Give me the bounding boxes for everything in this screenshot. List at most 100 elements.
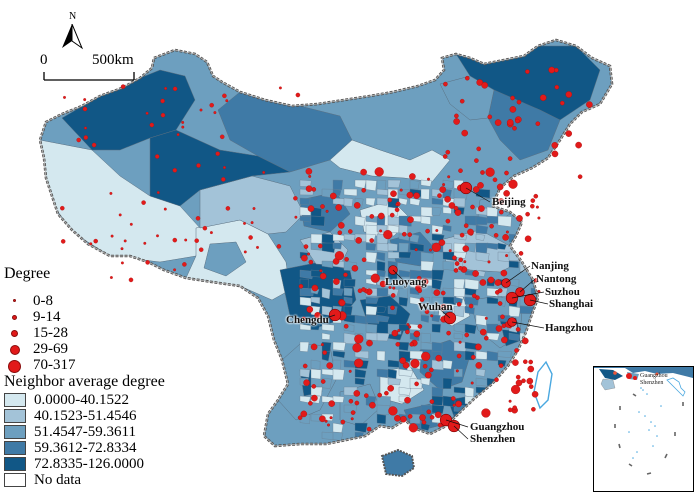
county-unit bbox=[409, 242, 425, 252]
county-unit bbox=[387, 377, 401, 386]
degree-node bbox=[366, 426, 372, 432]
county-unit bbox=[530, 323, 541, 333]
degree-node bbox=[483, 335, 489, 341]
degree-node bbox=[438, 239, 446, 246]
legend-degree-label-4: 70-317 bbox=[33, 357, 76, 373]
degree-node bbox=[487, 260, 491, 264]
legend-swatch-1 bbox=[4, 409, 26, 423]
degree-node bbox=[502, 234, 509, 241]
city-leader-line bbox=[529, 299, 549, 305]
degree-node bbox=[172, 168, 178, 173]
degree-node bbox=[248, 235, 253, 240]
degree-node bbox=[487, 276, 495, 284]
county-unit bbox=[332, 179, 343, 191]
county-unit bbox=[530, 314, 545, 326]
degree-node bbox=[156, 191, 160, 194]
degree-node bbox=[83, 98, 87, 102]
degree-node bbox=[560, 100, 565, 106]
degree-node bbox=[494, 377, 499, 383]
county-unit bbox=[420, 215, 431, 225]
degree-node bbox=[495, 325, 503, 332]
degree-node bbox=[89, 242, 93, 246]
degree-node bbox=[512, 359, 519, 366]
degree-node bbox=[335, 204, 343, 211]
degree-node bbox=[60, 205, 65, 211]
county-unit bbox=[453, 332, 464, 340]
county-unit bbox=[497, 215, 512, 227]
county-unit bbox=[475, 314, 487, 326]
city-label-chengdu: Chengdu bbox=[286, 314, 329, 326]
county-unit bbox=[409, 350, 424, 360]
degree-node bbox=[424, 371, 432, 379]
region-9 bbox=[487, 89, 561, 161]
degree-node bbox=[395, 341, 401, 347]
legend-degree-dot-4 bbox=[8, 360, 21, 373]
region-3 bbox=[203, 241, 247, 277]
legend-neighbor-label-0: 0.0000-40.1522 bbox=[34, 392, 129, 408]
legend-neighbor-label-2: 51.4547-59.3611 bbox=[34, 424, 136, 440]
county-unit bbox=[475, 350, 489, 360]
degree-node bbox=[391, 329, 399, 337]
county-unit bbox=[332, 359, 342, 371]
degree-node bbox=[481, 408, 491, 418]
degree-node bbox=[464, 332, 470, 338]
county-unit bbox=[442, 359, 453, 370]
degree-node bbox=[196, 163, 201, 168]
degree-node bbox=[319, 272, 327, 280]
degree-node bbox=[163, 207, 167, 211]
county-unit bbox=[519, 431, 531, 442]
county-unit bbox=[530, 233, 544, 243]
degree-node bbox=[303, 244, 309, 249]
degree-node bbox=[334, 251, 345, 261]
degree-node bbox=[417, 288, 423, 294]
city-label-shenzhen: Shenzhen bbox=[470, 433, 516, 445]
degree-node bbox=[500, 314, 505, 320]
degree-node bbox=[93, 238, 98, 244]
degree-node bbox=[442, 154, 448, 159]
degree-node bbox=[128, 277, 134, 283]
degree-node bbox=[370, 273, 380, 283]
county-unit bbox=[321, 323, 335, 332]
degree-node bbox=[477, 182, 484, 189]
degree-node bbox=[470, 354, 476, 360]
degree-node bbox=[84, 126, 87, 130]
inset-label-shenzhen: Shenzhen bbox=[640, 380, 664, 386]
county-unit bbox=[431, 359, 445, 371]
degree-node bbox=[120, 261, 124, 265]
degree-node bbox=[565, 130, 573, 137]
degree-node bbox=[480, 170, 485, 175]
degree-node bbox=[494, 119, 502, 126]
degree-node bbox=[369, 214, 375, 219]
degree-node bbox=[397, 329, 401, 333]
degree-node bbox=[310, 343, 318, 351]
degree-node bbox=[479, 328, 487, 336]
degree-node bbox=[470, 381, 474, 385]
city-leader-line bbox=[511, 321, 545, 329]
county-unit bbox=[398, 224, 408, 235]
legend-degree-label-3: 29-69 bbox=[33, 341, 68, 357]
degree-node bbox=[472, 270, 479, 277]
degree-node bbox=[311, 187, 317, 192]
degree-node bbox=[526, 377, 534, 385]
degree-node bbox=[435, 228, 439, 232]
degree-node bbox=[445, 149, 451, 155]
degree-node bbox=[222, 93, 227, 99]
degree-node bbox=[303, 379, 310, 387]
degree-node bbox=[448, 249, 452, 253]
degree-node bbox=[531, 406, 536, 412]
county-unit bbox=[332, 395, 345, 403]
legend-neighbor-label-3: 59.3612-72.8334 bbox=[34, 440, 137, 456]
degree-node bbox=[454, 113, 459, 119]
county-unit bbox=[354, 377, 365, 386]
legend-degree-dot-2 bbox=[11, 330, 18, 337]
degree-node bbox=[317, 243, 323, 249]
degree-node bbox=[399, 188, 403, 192]
county-unit bbox=[332, 341, 346, 351]
degree-node bbox=[351, 264, 359, 272]
degree-node bbox=[129, 222, 133, 226]
county-unit bbox=[486, 395, 497, 403]
legend-swatch-3 bbox=[4, 441, 26, 455]
degree-node bbox=[213, 111, 217, 115]
county-unit bbox=[332, 422, 344, 433]
county-unit bbox=[409, 197, 421, 206]
